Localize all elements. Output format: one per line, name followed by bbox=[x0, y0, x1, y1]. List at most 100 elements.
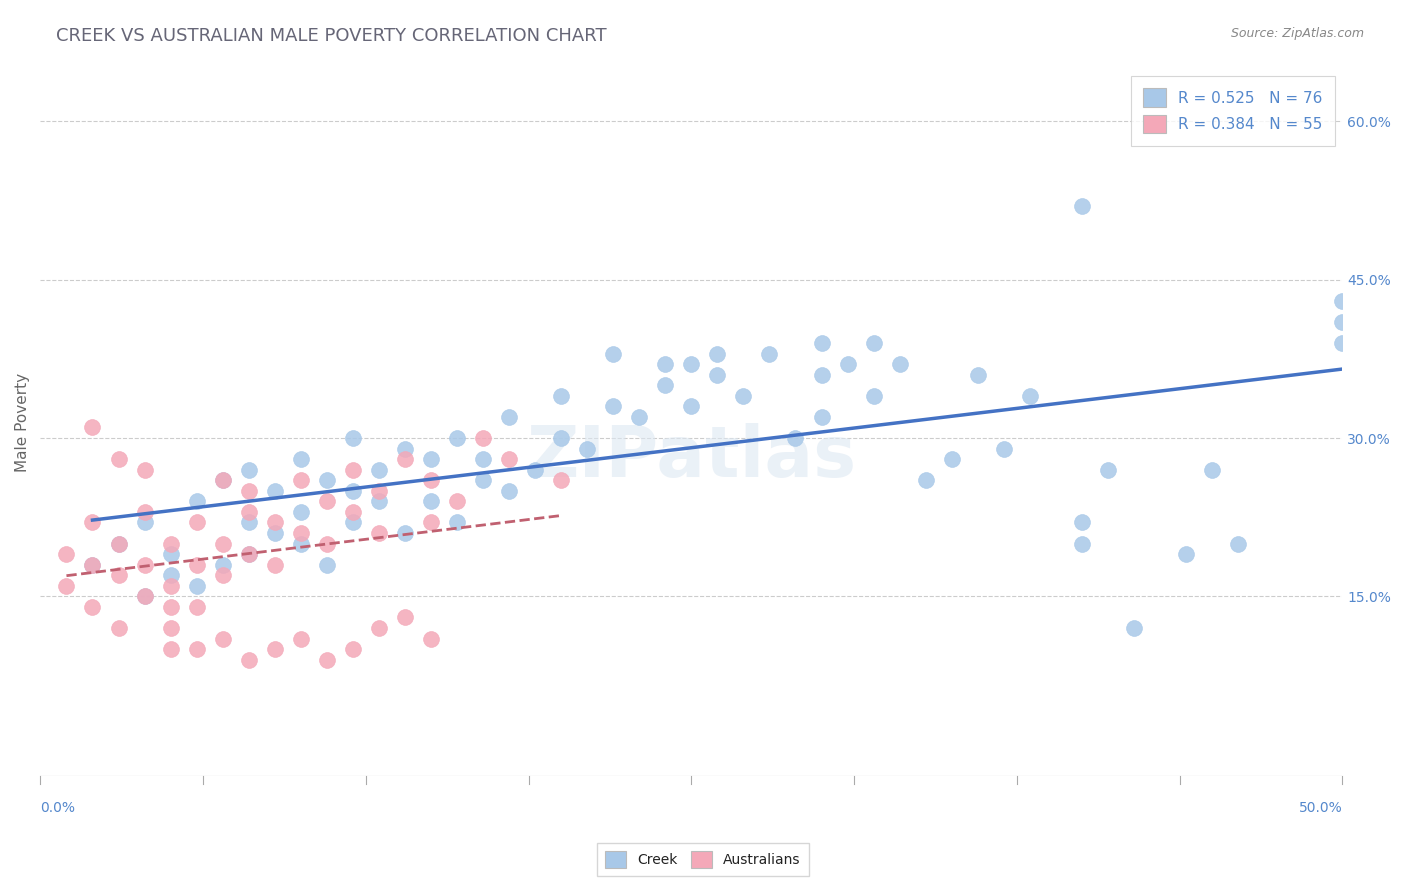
Point bbox=[810, 409, 832, 424]
Point bbox=[654, 357, 676, 371]
Point bbox=[186, 599, 208, 614]
Point bbox=[367, 463, 389, 477]
Point bbox=[681, 357, 703, 371]
Point bbox=[367, 621, 389, 635]
Point bbox=[238, 516, 260, 530]
Point bbox=[966, 368, 988, 382]
Point bbox=[82, 516, 104, 530]
Point bbox=[107, 536, 129, 550]
Point bbox=[420, 473, 443, 487]
Point bbox=[810, 368, 832, 382]
Point bbox=[1175, 547, 1198, 561]
Point bbox=[628, 409, 651, 424]
Point bbox=[238, 653, 260, 667]
Point bbox=[420, 516, 443, 530]
Point bbox=[420, 632, 443, 646]
Point bbox=[82, 558, 104, 572]
Text: 0.0%: 0.0% bbox=[41, 801, 76, 815]
Point bbox=[82, 599, 104, 614]
Point bbox=[993, 442, 1015, 456]
Point bbox=[420, 452, 443, 467]
Point bbox=[681, 400, 703, 414]
Point bbox=[1331, 315, 1354, 329]
Point bbox=[263, 483, 285, 498]
Point bbox=[55, 547, 77, 561]
Point bbox=[211, 536, 233, 550]
Point bbox=[550, 389, 572, 403]
Point bbox=[394, 526, 416, 541]
Point bbox=[1331, 293, 1354, 308]
Point bbox=[446, 516, 468, 530]
Point bbox=[420, 494, 443, 508]
Point bbox=[394, 452, 416, 467]
Point bbox=[315, 494, 337, 508]
Point bbox=[315, 558, 337, 572]
Point bbox=[758, 346, 780, 360]
Point bbox=[1070, 536, 1092, 550]
Point bbox=[785, 431, 807, 445]
Point bbox=[238, 505, 260, 519]
Point bbox=[1227, 536, 1250, 550]
Point bbox=[602, 346, 624, 360]
Point bbox=[290, 473, 312, 487]
Point bbox=[290, 505, 312, 519]
Point bbox=[862, 336, 884, 351]
Text: CREEK VS AUSTRALIAN MALE POVERTY CORRELATION CHART: CREEK VS AUSTRALIAN MALE POVERTY CORRELA… bbox=[56, 27, 607, 45]
Point bbox=[186, 579, 208, 593]
Text: Source: ZipAtlas.com: Source: ZipAtlas.com bbox=[1230, 27, 1364, 40]
Point bbox=[472, 431, 495, 445]
Point bbox=[107, 621, 129, 635]
Point bbox=[55, 579, 77, 593]
Point bbox=[498, 409, 520, 424]
Point bbox=[342, 483, 364, 498]
Point bbox=[315, 653, 337, 667]
Point bbox=[186, 494, 208, 508]
Point bbox=[211, 632, 233, 646]
Point bbox=[342, 505, 364, 519]
Point bbox=[263, 558, 285, 572]
Point bbox=[186, 642, 208, 657]
Point bbox=[550, 473, 572, 487]
Point bbox=[342, 431, 364, 445]
Point bbox=[238, 463, 260, 477]
Point bbox=[498, 452, 520, 467]
Point bbox=[706, 368, 728, 382]
Point bbox=[134, 590, 156, 604]
Point bbox=[159, 568, 181, 582]
Point bbox=[367, 494, 389, 508]
Point bbox=[446, 494, 468, 508]
Point bbox=[107, 452, 129, 467]
Point bbox=[159, 536, 181, 550]
Point bbox=[211, 558, 233, 572]
Legend: R = 0.525   N = 76, R = 0.384   N = 55: R = 0.525 N = 76, R = 0.384 N = 55 bbox=[1130, 76, 1334, 145]
Y-axis label: Male Poverty: Male Poverty bbox=[15, 373, 30, 472]
Point bbox=[576, 442, 599, 456]
Point bbox=[159, 599, 181, 614]
Text: 50.0%: 50.0% bbox=[1299, 801, 1343, 815]
Point bbox=[238, 547, 260, 561]
Point bbox=[315, 473, 337, 487]
Point bbox=[342, 642, 364, 657]
Point bbox=[290, 536, 312, 550]
Point bbox=[367, 483, 389, 498]
Point bbox=[1201, 463, 1223, 477]
Point bbox=[1123, 621, 1146, 635]
Point bbox=[159, 621, 181, 635]
Point bbox=[1070, 199, 1092, 213]
Point bbox=[394, 442, 416, 456]
Point bbox=[82, 558, 104, 572]
Point bbox=[733, 389, 755, 403]
Point bbox=[524, 463, 547, 477]
Point bbox=[159, 579, 181, 593]
Point bbox=[159, 547, 181, 561]
Text: ZIPatlas: ZIPatlas bbox=[526, 423, 856, 492]
Point bbox=[654, 378, 676, 392]
Point bbox=[211, 473, 233, 487]
Point bbox=[134, 463, 156, 477]
Point bbox=[134, 558, 156, 572]
Point bbox=[238, 483, 260, 498]
Point bbox=[159, 642, 181, 657]
Point bbox=[446, 431, 468, 445]
Point bbox=[342, 516, 364, 530]
Point bbox=[263, 642, 285, 657]
